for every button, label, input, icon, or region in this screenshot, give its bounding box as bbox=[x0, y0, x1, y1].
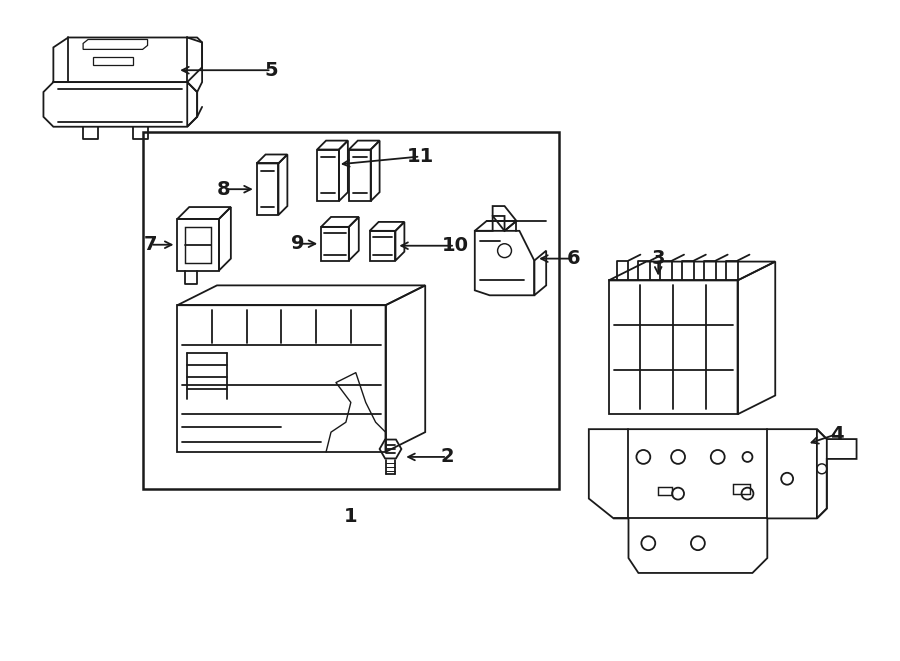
Text: 2: 2 bbox=[440, 447, 454, 467]
Text: 3: 3 bbox=[652, 249, 665, 268]
Bar bbox=[733, 484, 751, 494]
Text: 4: 4 bbox=[830, 424, 843, 444]
Bar bbox=[142, 132, 559, 488]
Text: 11: 11 bbox=[407, 147, 434, 166]
Text: 7: 7 bbox=[144, 235, 158, 254]
Text: 5: 5 bbox=[265, 61, 278, 80]
Text: 8: 8 bbox=[217, 180, 230, 199]
Text: 10: 10 bbox=[442, 236, 469, 255]
Text: 9: 9 bbox=[291, 234, 304, 253]
Text: 6: 6 bbox=[567, 249, 580, 268]
Bar bbox=[658, 486, 672, 494]
Text: 1: 1 bbox=[344, 506, 357, 525]
